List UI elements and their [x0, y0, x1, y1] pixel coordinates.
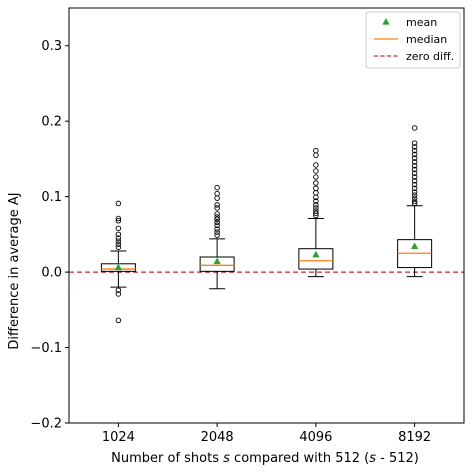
flier-point: [313, 210, 319, 216]
flier-point: [214, 219, 220, 226]
flier-point: [115, 287, 122, 293]
legend-entry-median: median: [374, 33, 447, 46]
flier-point: [411, 200, 418, 207]
flier-point: [411, 140, 418, 146]
flier-point: [115, 200, 122, 207]
mean-marker: [213, 257, 221, 265]
mean-marker: [411, 242, 419, 250]
y-tick-label: 0.1: [41, 190, 62, 205]
flier-point: [411, 147, 418, 154]
plot-area: [69, 125, 464, 324]
flier-point: [411, 174, 418, 180]
flier-point: [313, 208, 319, 214]
x-axis-label: Number of shots s compared with 512 (s -…: [111, 451, 419, 466]
y-tick-label: −0.1: [30, 341, 62, 356]
flier-point: [313, 162, 319, 168]
flier-point: [313, 202, 319, 208]
axes: −0.2 −0.1 0.0 0.1 0.2 0.3 1024 2048 4096 8192: [30, 7, 465, 445]
flier-point: [115, 238, 122, 244]
legend-mean-marker: [382, 18, 390, 25]
x-tick-label: 1024: [102, 430, 135, 445]
flier-point: [411, 189, 418, 195]
flier-point: [313, 147, 319, 154]
y-axis-label: Difference in average AJ: [7, 192, 22, 349]
flier-point: [115, 317, 122, 324]
flier-point: [214, 216, 220, 223]
flier-point: [214, 214, 220, 220]
flier-point: [313, 168, 319, 174]
flier-point: [214, 190, 220, 197]
legend-label: zero diff.: [406, 50, 454, 63]
y-tick-label: 0.0: [41, 266, 62, 281]
flier-point: [313, 185, 319, 192]
flier-point: [214, 211, 220, 217]
legend-entry-mean: mean: [382, 16, 437, 29]
flier-point: [411, 178, 418, 184]
flier-point: [214, 232, 220, 238]
flier-point: [411, 162, 418, 169]
flier-point: [115, 218, 122, 224]
flier-point: [214, 226, 220, 232]
flier-point: [411, 170, 418, 176]
flier-point: [115, 231, 122, 238]
legend: mean median zero diff.: [365, 11, 461, 69]
box-iqr: [199, 256, 235, 272]
flier-point: [214, 184, 220, 191]
flier-point: [411, 185, 418, 192]
legend-box: [365, 11, 461, 69]
flier-point: [313, 180, 319, 186]
legend-entry-zero-diff: zero diff.: [374, 50, 454, 63]
flier-point: [411, 159, 418, 165]
box-8192: [397, 125, 433, 278]
flier-point: [115, 215, 122, 222]
box-2048: [199, 184, 235, 290]
flier-point: [313, 198, 319, 204]
flier-point: [313, 174, 319, 180]
y-tick-label: 0.2: [41, 115, 62, 130]
flier-point: [411, 125, 418, 131]
box-1024: [100, 200, 136, 324]
legend-label: mean: [406, 16, 437, 29]
flier-point: [411, 192, 418, 198]
flier-point: [313, 205, 319, 211]
box-4096: [298, 147, 334, 278]
flier-point: [214, 202, 220, 208]
flier-point: [214, 205, 220, 211]
x-tick-label: 8192: [398, 430, 431, 445]
box-iqr: [298, 248, 334, 270]
flier-point: [411, 198, 418, 204]
flier-point: [115, 225, 122, 232]
flier-point: [115, 291, 122, 297]
mean-marker: [312, 250, 320, 258]
flier-point: [115, 235, 122, 241]
x-tick-label: 2048: [201, 430, 234, 445]
flier-point: [411, 195, 418, 201]
flier-point: [411, 144, 418, 150]
flier-point: [214, 222, 220, 229]
legend-label: median: [406, 33, 447, 46]
y-tick-label: 0.3: [41, 39, 62, 54]
flier-point: [115, 241, 122, 247]
mean-marker: [114, 263, 122, 271]
plot-frame: [68, 7, 465, 424]
y-tick-label: −0.2: [30, 417, 62, 432]
flier-point: [411, 166, 418, 173]
x-tick-label: 4096: [299, 430, 332, 445]
flier-point: [214, 229, 220, 235]
flier-point: [411, 151, 418, 158]
flier-point: [411, 181, 418, 188]
flier-point: [115, 244, 122, 250]
flier-point: [411, 155, 418, 161]
